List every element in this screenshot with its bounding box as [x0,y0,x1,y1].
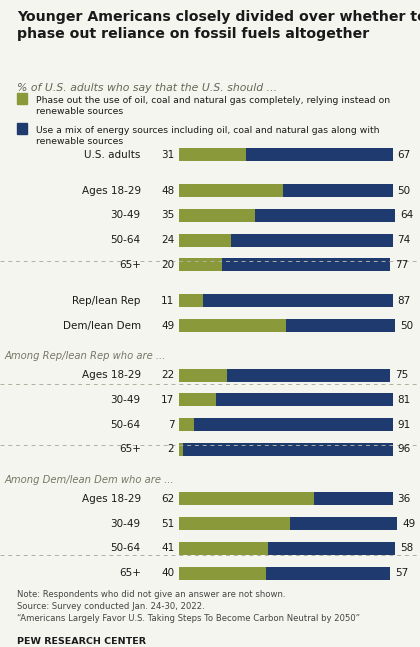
Bar [231,234,393,247]
Text: Rep/lean Rep: Rep/lean Rep [72,296,141,306]
Text: Dem/lean Dem: Dem/lean Dem [63,320,141,331]
Bar [178,542,268,555]
Bar [290,517,397,530]
Bar [246,148,393,161]
Text: 31: 31 [161,149,174,160]
Bar [194,418,393,431]
Text: U.S. adults: U.S. adults [84,149,141,160]
Text: Note: Respondents who did not give an answer are not shown.
Source: Survey condu: Note: Respondents who did not give an an… [17,590,360,622]
Text: 17: 17 [161,395,174,405]
Bar [286,319,395,332]
Text: 20: 20 [161,260,174,270]
Text: 36: 36 [398,494,411,504]
Text: 30-49: 30-49 [110,519,141,529]
Text: 11: 11 [161,296,174,306]
Bar [222,258,390,271]
Bar [226,369,390,382]
Text: Younger Americans closely divided over whether to
phase out reliance on fossil f: Younger Americans closely divided over w… [17,10,420,41]
Text: 74: 74 [398,235,411,245]
Bar [178,418,194,431]
Text: Among Dem/lean Dem who are ...: Among Dem/lean Dem who are ... [4,475,174,485]
Bar [178,234,231,247]
Text: Ages 18-29: Ages 18-29 [81,370,141,380]
Bar [215,393,393,406]
Text: 48: 48 [161,186,174,195]
Text: 58: 58 [400,543,413,553]
Text: 49: 49 [161,320,174,331]
Bar [178,209,255,222]
Bar [255,209,395,222]
Bar [268,542,395,555]
Text: 65+: 65+ [119,260,141,270]
Bar [178,184,284,197]
Bar [314,492,393,505]
Bar [178,443,183,455]
Text: Ages 18-29: Ages 18-29 [81,494,141,504]
Bar [266,567,390,580]
Text: 40: 40 [161,568,174,578]
Bar [178,319,286,332]
Text: 50: 50 [400,320,413,331]
Text: 51: 51 [161,519,174,529]
Text: 75: 75 [395,370,409,380]
Text: 49: 49 [402,519,415,529]
Text: 50-64: 50-64 [110,235,141,245]
Bar [178,567,266,580]
Text: PEW RESEARCH CENTER: PEW RESEARCH CENTER [17,637,146,646]
Text: Phase out the use of oil, coal and natural gas completely, relying instead on
re: Phase out the use of oil, coal and natur… [36,96,390,116]
Text: 24: 24 [161,235,174,245]
Text: 30-49: 30-49 [110,395,141,405]
Bar [178,492,314,505]
Bar [178,369,226,382]
Text: Among Rep/lean Rep who are ...: Among Rep/lean Rep who are ... [4,351,165,361]
Bar [178,393,215,406]
Text: 57: 57 [395,568,409,578]
Text: 67: 67 [398,149,411,160]
Text: Ages 18-29: Ages 18-29 [81,186,141,195]
Bar [178,148,246,161]
Text: 77: 77 [395,260,409,270]
Bar [183,443,393,455]
Text: 81: 81 [398,395,411,405]
Bar [178,294,202,307]
Text: 7: 7 [168,420,174,430]
Text: 65+: 65+ [119,444,141,454]
Text: % of U.S. adults who say that the U.S. should ...: % of U.S. adults who say that the U.S. s… [17,83,277,93]
Bar [178,258,222,271]
Text: 96: 96 [398,444,411,454]
Text: 50: 50 [398,186,411,195]
Text: 87: 87 [398,296,411,306]
Bar [178,517,290,530]
Text: 64: 64 [400,210,413,221]
Text: 50-64: 50-64 [110,543,141,553]
Text: 2: 2 [168,444,174,454]
Text: 91: 91 [398,420,411,430]
Text: 62: 62 [161,494,174,504]
Text: 35: 35 [161,210,174,221]
Bar [202,294,393,307]
Text: 65+: 65+ [119,568,141,578]
Text: 22: 22 [161,370,174,380]
Text: 50-64: 50-64 [110,420,141,430]
Text: 41: 41 [161,543,174,553]
Text: Use a mix of energy sources including oil, coal and natural gas along with
renew: Use a mix of energy sources including oi… [36,126,379,146]
Bar [284,184,393,197]
Text: 30-49: 30-49 [110,210,141,221]
